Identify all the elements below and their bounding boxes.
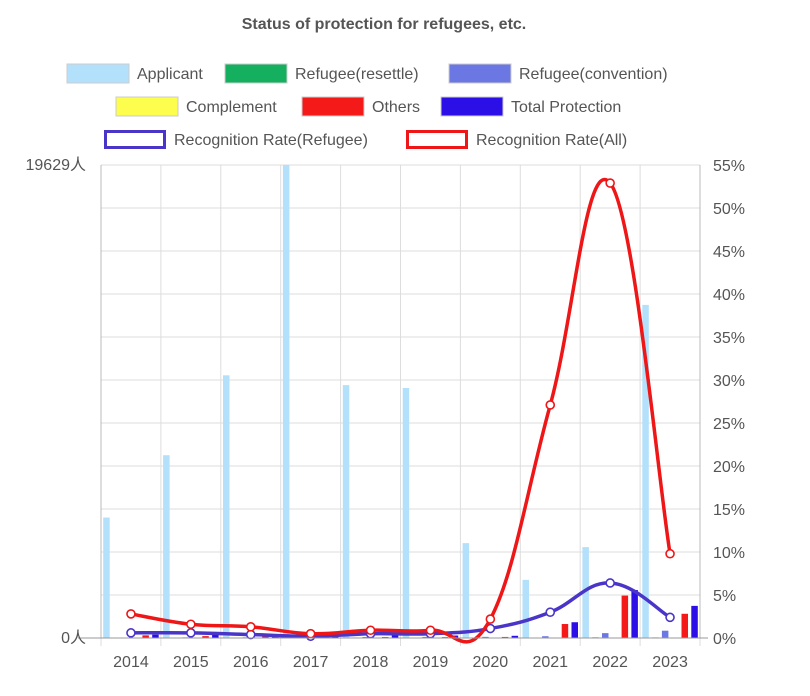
bar-applicant (282, 165, 290, 638)
y-axis-right-tick-label: 45% (713, 244, 745, 261)
point-recognition-rate-refugee (245, 629, 256, 640)
x-axis-tick-label: 2022 (592, 654, 628, 671)
line-recognition-rate-refugee (130, 581, 671, 639)
y-axis-right-tick-label: 0% (713, 631, 736, 648)
bar-others (501, 636, 509, 638)
legend-label-refugee-convention: Refugee(convention) (519, 66, 668, 83)
bar-applicant (642, 304, 649, 638)
legend-swatch-applicant (66, 63, 130, 84)
y-axis-right-tick-label: 55% (713, 158, 745, 175)
bar-applicant (522, 579, 529, 638)
legend-swatch-refugee-convention (448, 63, 512, 84)
point-recognition-rate-all (365, 625, 376, 636)
bar-others (681, 613, 688, 638)
point-recognition-rate-all (545, 400, 556, 410)
y-axis-right-tick-label: 35% (713, 330, 745, 347)
y-axis-right-tick-label: 50% (713, 201, 745, 218)
legend-label-total-protection: Total Protection (511, 99, 621, 116)
legend-label-applicant: Applicant (137, 66, 203, 83)
legend-label-refugee-resettle: Refugee(resettle) (295, 66, 419, 83)
bar-refugee-convention (482, 636, 489, 638)
legend-swatch-total-protection (440, 96, 504, 117)
y-axis-right-tick-label: 25% (713, 416, 745, 433)
x-axis-tick-label: 2023 (652, 654, 688, 671)
legend-label-recognition-rate-refugee: Recognition Rate(Refugee) (174, 132, 368, 149)
legend: Applicant Refugee(resettle) Refugee(conven… (66, 63, 668, 149)
y-axis-left-min-label: 0人 (61, 629, 86, 647)
legend-label-complement: Complement (186, 99, 277, 116)
x-axis-tick-label: 2020 (473, 654, 509, 671)
point-recognition-rate-all (126, 609, 136, 619)
point-recognition-rate-refugee (545, 607, 556, 618)
bars (103, 165, 698, 638)
bar-total-protection (571, 622, 578, 638)
legend-swatch-recognition-rate-refugee (104, 130, 166, 149)
y-axis-right-tick-label: 10% (713, 545, 745, 562)
point-recognition-rate-all (485, 614, 496, 624)
point-recognition-rate-all (665, 548, 675, 559)
bar-others (561, 624, 569, 638)
bar-refugee-convention (362, 636, 369, 638)
x-axis-tick-label: 2019 (413, 654, 449, 671)
point-recognition-rate-all (305, 628, 316, 639)
y-axis-right-tick-label: 15% (713, 502, 745, 519)
bar-applicant (103, 517, 110, 638)
bar-refugee-convention (661, 630, 669, 638)
point-recognition-rate-all (245, 622, 256, 632)
legend-swatch-refugee-resettle (224, 63, 288, 84)
legend-swatch-recognition-rate-all (406, 130, 468, 149)
legend-label-recognition-rate-all: Recognition Rate(All) (476, 132, 627, 149)
bar-others (621, 595, 629, 638)
point-recognition-rate-refugee (186, 628, 196, 638)
point-recognition-rate-all (186, 619, 196, 630)
grid (100, 164, 701, 646)
point-recognition-rate-all (425, 625, 436, 636)
bar-applicant (582, 547, 589, 638)
bar-applicant (163, 455, 170, 638)
y-axis-right-tick-label: 30% (713, 373, 745, 390)
bar-total-protection (631, 590, 638, 638)
point-recognition-rate-refugee (665, 612, 675, 623)
bar-applicant (462, 543, 470, 638)
point-recognition-rate-refugee (605, 578, 615, 588)
bar-applicant (402, 387, 410, 638)
chart-title: Status of protection for refugees, etc. (242, 16, 526, 33)
point-recognition-rate-refugee (126, 628, 136, 638)
bar-refugee-convention (542, 636, 549, 638)
legend-swatch-complement (115, 96, 179, 117)
x-axis-tick-label: 2015 (173, 654, 209, 671)
bar-total-protection (391, 635, 399, 638)
legend-label-others: Others (372, 99, 420, 116)
y-axis-right-tick-label: 5% (713, 588, 736, 605)
bar-refugee-convention (602, 633, 609, 638)
bar-applicant (223, 375, 230, 638)
bar-total-protection (212, 634, 219, 638)
bar-others (142, 635, 149, 638)
bar-total-protection (152, 634, 159, 638)
bar-applicant (342, 385, 350, 638)
x-axis-tick-label: 2016 (233, 654, 269, 671)
point-recognition-rate-all (605, 178, 615, 188)
y-axis-right-tick-label: 40% (713, 287, 745, 304)
bar-total-protection (511, 635, 519, 638)
bar-others (202, 636, 209, 638)
x-axis-tick-label: 2021 (532, 654, 568, 671)
bar-refugee-convention (422, 636, 429, 638)
x-axis-tick-label: 2017 (293, 654, 329, 671)
legend-swatch-others (301, 96, 365, 117)
y-axis-right-tick-label: 20% (713, 459, 745, 476)
lines (126, 178, 675, 644)
x-axis-tick-label: 2018 (353, 654, 389, 671)
bar-total-protection (691, 605, 698, 638)
x-axis-tick-label: 2014 (113, 654, 149, 671)
axes: 19629人 0人 0% 5% 10% 15% 20% 25% 30% 35% 40% 45% 50% 5… (26, 156, 746, 671)
y-axis-left-max-label: 19629人 (26, 156, 87, 174)
